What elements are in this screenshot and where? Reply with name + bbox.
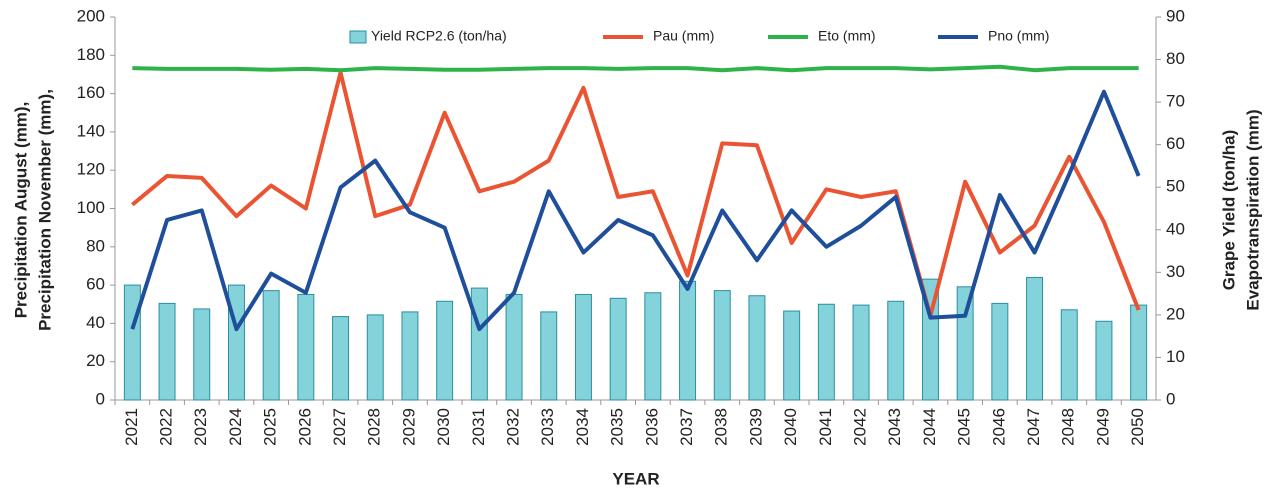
x-tick-label: 2026 bbox=[295, 408, 314, 446]
x-tick-label: 2021 bbox=[122, 408, 141, 446]
bar bbox=[401, 311, 419, 401]
y2-tick-label: 70 bbox=[1166, 92, 1185, 111]
y-tick-label: 0 bbox=[96, 389, 105, 408]
line bbox=[130, 89, 1141, 332]
x-tick-label: 2044 bbox=[920, 408, 939, 446]
y2-axis-title: Evapotranspiration (mm) bbox=[1243, 109, 1262, 310]
bar bbox=[1095, 320, 1113, 401]
bar bbox=[158, 302, 176, 401]
bar bbox=[227, 284, 245, 401]
bar bbox=[193, 308, 211, 401]
bar bbox=[262, 290, 280, 401]
y2-tick-label: 30 bbox=[1166, 262, 1185, 281]
y-tick-label: 60 bbox=[86, 275, 105, 294]
y-tick-label: 120 bbox=[77, 160, 105, 179]
line bbox=[132, 64, 1139, 73]
x-tick-label: 2029 bbox=[399, 408, 418, 446]
bar bbox=[505, 293, 523, 401]
y-tick-label: 160 bbox=[77, 83, 105, 102]
x-tick-label: 2039 bbox=[746, 408, 765, 446]
bar bbox=[540, 311, 558, 401]
y-tick-label: 140 bbox=[77, 121, 105, 140]
x-tick-label: 2048 bbox=[1059, 408, 1078, 446]
legend-label: Yield RCP2.6 (ton/ha) bbox=[371, 28, 507, 44]
y2-tick-label: 40 bbox=[1166, 219, 1185, 238]
x-tick-label: 2040 bbox=[781, 408, 800, 446]
bar bbox=[1060, 309, 1078, 401]
x-tick-label: 2042 bbox=[851, 408, 870, 446]
x-tick-label: 2037 bbox=[677, 408, 696, 446]
x-tick-label: 2043 bbox=[885, 408, 904, 446]
bar bbox=[436, 300, 454, 401]
x-tick-label: 2023 bbox=[191, 408, 210, 446]
x-tick-label: 2027 bbox=[330, 408, 349, 446]
bar bbox=[817, 303, 835, 401]
x-tick-label: 2025 bbox=[261, 408, 280, 446]
bar bbox=[366, 314, 384, 401]
x-axis-title: YEAR bbox=[612, 469, 659, 488]
y-axis-title: Precipitation November (mm), bbox=[35, 89, 54, 331]
x-tick-label: 2035 bbox=[608, 408, 627, 446]
y2-tick-label: 0 bbox=[1166, 389, 1175, 408]
y-tick-label: 100 bbox=[77, 198, 105, 217]
y-tick-label: 200 bbox=[77, 6, 105, 25]
x-tick-label: 2031 bbox=[469, 408, 488, 446]
y-tick-label: 20 bbox=[86, 351, 105, 370]
x-tick-label: 2028 bbox=[365, 408, 384, 446]
x-tick-label: 2050 bbox=[1128, 408, 1147, 446]
x-tick-label: 2030 bbox=[434, 408, 453, 446]
y2-tick-label: 90 bbox=[1166, 6, 1185, 25]
y-tick-label: 40 bbox=[86, 313, 105, 332]
y-tick-label: 180 bbox=[77, 45, 105, 64]
x-tick-label: 2049 bbox=[1093, 408, 1112, 446]
legend-label: Pau (mm) bbox=[653, 28, 714, 44]
x-tick-label: 2034 bbox=[573, 408, 592, 446]
bar bbox=[609, 297, 627, 401]
x-tick-label: 2024 bbox=[226, 408, 245, 446]
x-tick-label: 2046 bbox=[989, 408, 1008, 446]
y2-tick-label: 60 bbox=[1166, 134, 1185, 153]
y2-tick-label: 80 bbox=[1166, 49, 1185, 68]
legend-label: Pno (mm) bbox=[988, 28, 1049, 44]
bar bbox=[1026, 276, 1044, 401]
y2-axis-title: Grape Yield (ton/ha) bbox=[1219, 130, 1238, 291]
bar bbox=[783, 310, 801, 401]
bar bbox=[574, 293, 592, 401]
bar bbox=[1130, 304, 1148, 401]
bar bbox=[852, 304, 870, 401]
x-tick-label: 2033 bbox=[538, 408, 557, 446]
legend-label: Eto (mm) bbox=[818, 28, 876, 44]
bar bbox=[470, 287, 488, 401]
bar bbox=[956, 286, 974, 401]
bar bbox=[644, 292, 662, 401]
x-tick-label: 2022 bbox=[157, 408, 176, 446]
bar bbox=[713, 290, 731, 401]
x-tick-label: 2045 bbox=[955, 408, 974, 446]
bar bbox=[332, 316, 350, 401]
y-axis-title: Precipitation August (mm), bbox=[11, 102, 30, 319]
bar bbox=[297, 293, 315, 401]
x-tick-label: 2032 bbox=[504, 408, 523, 446]
bar bbox=[123, 284, 141, 401]
x-tick-label: 2041 bbox=[816, 408, 835, 446]
x-tick-label: 2038 bbox=[712, 408, 731, 446]
bar bbox=[887, 300, 905, 401]
line bbox=[131, 70, 1141, 318]
y2-tick-label: 10 bbox=[1166, 347, 1185, 366]
bar bbox=[679, 280, 697, 401]
y2-tick-label: 50 bbox=[1166, 177, 1185, 196]
y-tick-label: 80 bbox=[86, 236, 105, 255]
legend-swatch bbox=[349, 30, 367, 44]
bar bbox=[991, 302, 1009, 401]
x-tick-label: 2036 bbox=[642, 408, 661, 446]
y2-tick-label: 20 bbox=[1166, 304, 1185, 323]
bar bbox=[748, 295, 766, 401]
x-tick-label: 2047 bbox=[1024, 408, 1043, 446]
